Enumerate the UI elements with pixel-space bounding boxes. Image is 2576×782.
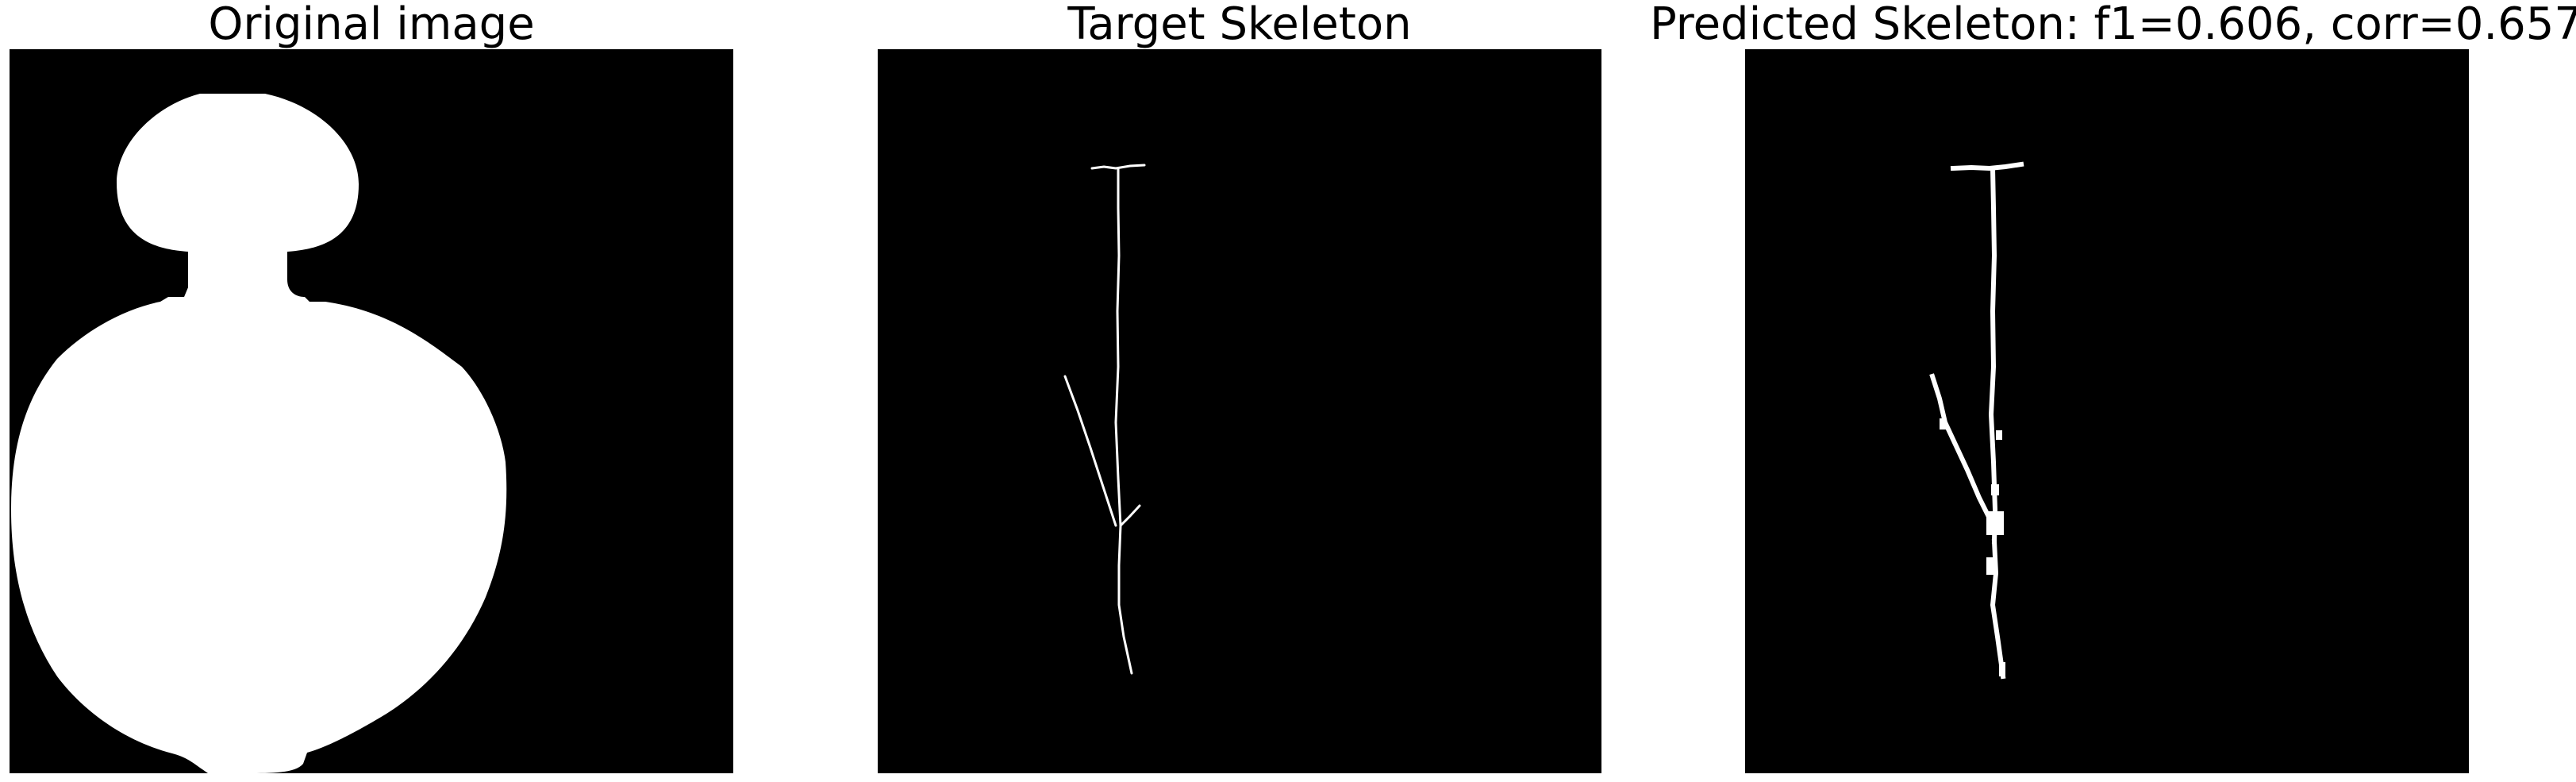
predicted-skeleton-blob — [1986, 557, 1994, 575]
predicted-skeleton-panel: Predicted Skeleton: f1=0.606, corr=0.657 — [1650, 0, 2576, 782]
target-skeleton-image — [878, 49, 1601, 773]
original-image-panel: Original image — [10, 0, 733, 782]
predicted-skeleton-top-bar — [1950, 161, 2024, 171]
target-skeleton-panel: Target Skeleton — [878, 0, 1601, 782]
predicted-skeleton-blob — [1996, 430, 2002, 440]
target-skeleton-top-bar — [1090, 164, 1146, 170]
target-skeleton-title: Target Skeleton — [1067, 0, 1412, 50]
predicted-skeleton-blob — [1940, 418, 1946, 430]
predicted-skeleton-lower-stem — [1990, 538, 2006, 680]
predicted-skeleton-blob — [1991, 484, 1999, 495]
predicted-skeleton-blob — [1999, 662, 2005, 676]
original-silhouette — [11, 94, 507, 773]
original-image-title: Original image — [208, 0, 535, 50]
original-image — [10, 49, 733, 773]
target-skeleton-right-spur — [1119, 504, 1141, 527]
target-skeleton-lower-stem — [1117, 524, 1133, 675]
predicted-skeleton-blob — [1986, 511, 2004, 535]
target-skeleton-left-branch — [1063, 375, 1117, 527]
predicted-skeleton-image — [1745, 49, 2469, 773]
target-skeleton-main-stem — [1114, 167, 1122, 527]
predicted-skeleton-left-branch — [1929, 373, 1995, 526]
predicted-skeleton-title: Predicted Skeleton: f1=0.606, corr=0.657 — [1650, 0, 2576, 50]
